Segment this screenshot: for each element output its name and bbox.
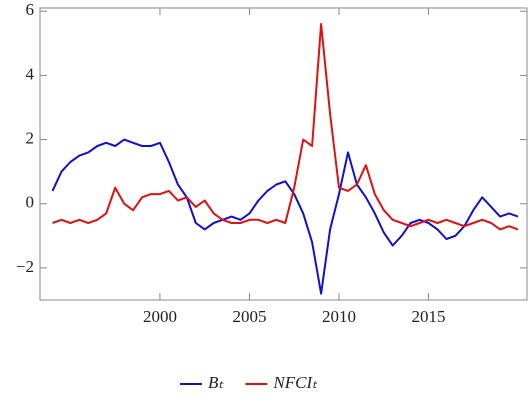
- series-line: [52, 23, 519, 231]
- x-tick-label: 2015: [412, 307, 446, 326]
- y-tick-label: 0: [26, 193, 35, 212]
- x-tick-label: 2000: [143, 307, 177, 326]
- legend-label: Bₜ: [208, 373, 224, 392]
- y-tick-label: 4: [26, 64, 35, 83]
- series-line: [51, 138, 519, 295]
- x-tick-label: 2005: [232, 307, 266, 326]
- plot-frame: [39, 7, 528, 301]
- x-tick-label: 2010: [322, 307, 356, 326]
- legend: Bₜ NFCIₜ: [180, 373, 318, 392]
- y-tick-label: 6: [26, 0, 35, 19]
- legend-label: NFCIₜ: [272, 373, 318, 392]
- y-tick-label: −2: [16, 257, 34, 276]
- y-tick-label: 2: [26, 128, 35, 147]
